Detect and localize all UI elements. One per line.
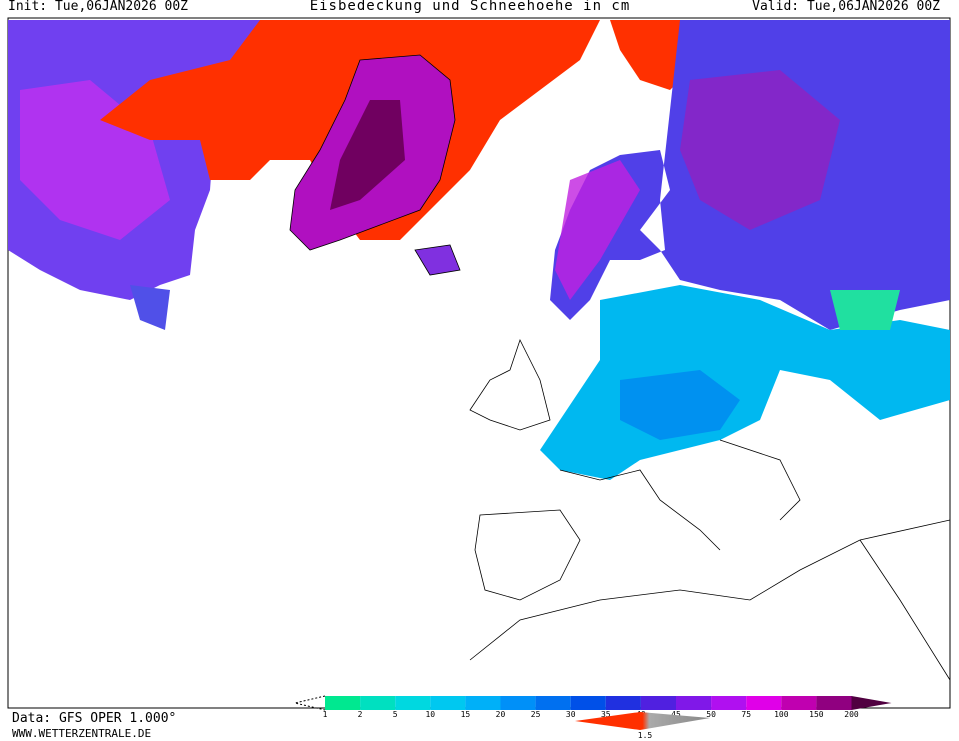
legend-swatch [640, 696, 676, 710]
coast-red-sea [859, 539, 951, 681]
legend-end [851, 696, 892, 710]
legend-swatch [605, 696, 641, 710]
legend-swatch [360, 696, 396, 710]
legend-swatch [570, 696, 606, 710]
legend-label: 75 [741, 710, 751, 719]
coast-med [559, 439, 801, 551]
legend-swatch [395, 696, 431, 710]
ice-label: 1.5 [638, 731, 653, 740]
coast-africa [469, 519, 951, 661]
snow-steppe [830, 290, 900, 330]
legend-swatch [325, 696, 361, 710]
legend-swatch [711, 696, 747, 710]
snow-europe-deep [620, 370, 740, 440]
legend-label: 5 [393, 710, 398, 719]
legend-label: 20 [496, 710, 506, 719]
legend-label: 200 [844, 710, 859, 719]
snow-iceland [414, 244, 461, 276]
legend-swatch [746, 696, 782, 710]
legend: 125101520253035404550751001502001.5 [294, 695, 892, 740]
snow-newfoundland [130, 285, 170, 330]
legend-swatch [500, 696, 536, 710]
coast-iberia [474, 509, 581, 601]
coast-britain [469, 338, 551, 431]
map-title: Eisbedeckung und Schneehoehe in cm [310, 0, 631, 14]
legend-swatch [676, 696, 712, 710]
legend-label: 35 [601, 710, 611, 719]
legend-swatch [781, 696, 817, 710]
legend-label: 2 [358, 710, 363, 719]
legend-label: 30 [566, 710, 576, 719]
legend-swatch [535, 696, 571, 710]
legend-swatch [465, 696, 501, 710]
legend-label: 15 [461, 710, 471, 719]
legend-label: 45 [671, 710, 681, 719]
map [7, 17, 951, 709]
legend-swatch [816, 696, 852, 710]
legend-label: 150 [809, 710, 824, 719]
snow-norway-deep [555, 160, 640, 300]
legend-label: 10 [425, 710, 435, 719]
legend-label: 50 [706, 710, 716, 719]
ice-scale [575, 712, 710, 730]
init-label: Init: Tue,06JAN2026 00Z [8, 0, 188, 14]
website: WWW.WETTERZENTRALE.DE [12, 727, 151, 740]
snow-russia-deep [680, 70, 840, 230]
data-source: Data: GFS OPER 1.000° [12, 711, 176, 726]
legend-swatch [430, 696, 466, 710]
valid-label: Valid: Tue,06JAN2026 00Z [752, 0, 940, 14]
legend-label: 100 [774, 710, 789, 719]
snow-greenland-deep [330, 100, 405, 210]
legend-label: 25 [531, 710, 541, 719]
legend-label: 1 [323, 710, 328, 719]
